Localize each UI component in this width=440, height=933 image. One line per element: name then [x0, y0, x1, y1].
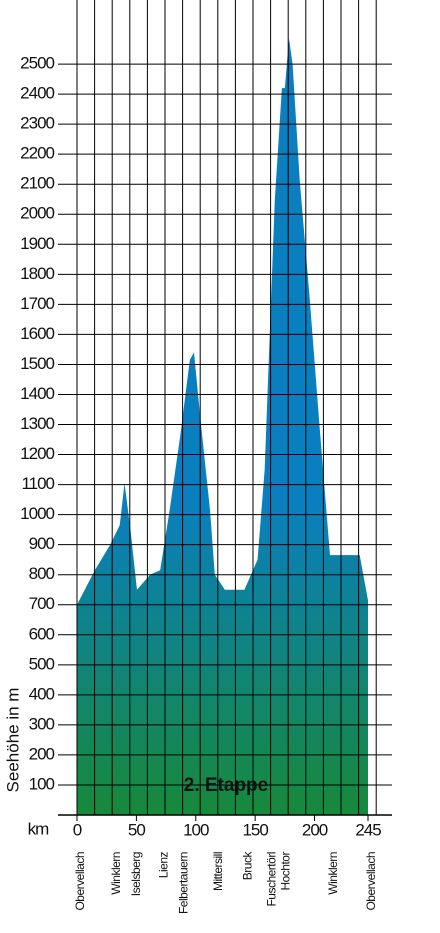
place-label: Obervellach — [73, 852, 87, 911]
x-tick-label: 245 — [355, 820, 381, 839]
y-tick-label: 1700 — [20, 294, 54, 313]
y-tick-label: 400 — [29, 684, 55, 703]
x-tick-label: 200 — [302, 820, 328, 839]
place-label: Felbertauern — [177, 852, 191, 914]
y-tick-label: 1300 — [20, 414, 54, 433]
y-tick-label: 1100 — [21, 474, 54, 493]
place-label: Winklern — [326, 852, 340, 895]
x-tick-label: 100 — [183, 820, 209, 839]
y-tick-label: 2300 — [20, 114, 54, 133]
x-axis-label: km — [28, 819, 50, 838]
place-label: Bruck — [241, 851, 255, 881]
y-tick-label: 1600 — [20, 324, 54, 343]
place-label: Obervellach — [364, 852, 378, 911]
y-tick-label: 200 — [29, 744, 55, 763]
y-tick-label: 1400 — [20, 384, 54, 403]
y-tick-label: 1900 — [20, 234, 54, 253]
place-label: Winklern — [109, 852, 123, 895]
y-tick-label: 800 — [29, 564, 55, 583]
elevation-area — [77, 38, 368, 815]
y-axis-label: Seehöhe in m — [3, 688, 22, 793]
place-label: Mittersill — [211, 852, 225, 891]
y-tick-label: 1800 — [20, 264, 54, 283]
y-tick-label: 2500 — [20, 54, 54, 73]
x-tick-label: 150 — [242, 820, 268, 839]
y-tick-label: 900 — [29, 534, 55, 553]
y-tick-label: 1200 — [20, 444, 54, 463]
y-tick-label: 1500 — [20, 354, 54, 373]
y-tick-label: 100 — [29, 774, 55, 793]
y-tick-label: 300 — [29, 714, 55, 733]
y-tick-label: 500 — [29, 654, 55, 673]
place-label: Hochtor — [279, 852, 293, 891]
y-tick-label: 2100 — [20, 174, 54, 193]
place-label: Iselsberg — [129, 852, 143, 896]
x-tick-label: 0 — [73, 820, 82, 839]
place-label: Fuschertörl — [264, 852, 278, 907]
y-tick-label: 2000 — [20, 204, 54, 223]
annotation: 2. Etappe — [184, 775, 268, 796]
y-tick-label: 700 — [29, 594, 55, 613]
y-tick-label: 2400 — [20, 84, 54, 103]
place-label: Lienz — [156, 852, 170, 879]
y-tick-label: 2200 — [20, 144, 54, 163]
y-tick-label: 600 — [29, 624, 55, 643]
y-tick-label: 1000 — [20, 504, 54, 523]
x-tick-label: 50 — [128, 820, 145, 839]
